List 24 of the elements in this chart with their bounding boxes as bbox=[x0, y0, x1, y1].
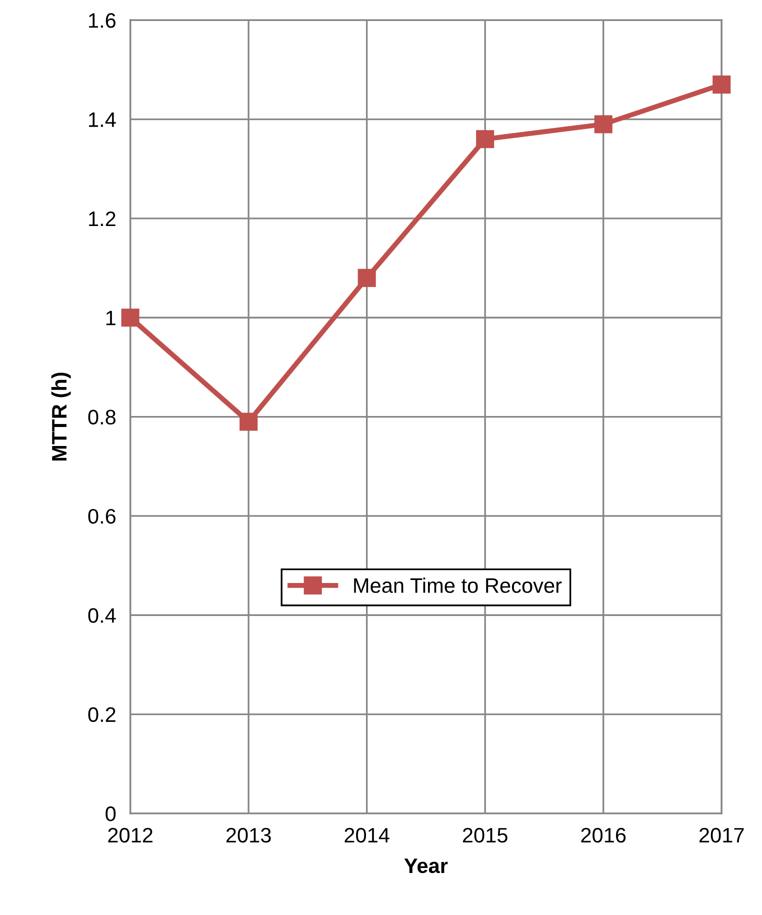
point bbox=[476, 130, 494, 148]
y-tick-label: 1.2 bbox=[89, 211, 116, 226]
point bbox=[358, 268, 376, 287]
x-axis-title: Year bbox=[404, 858, 448, 874]
y-tick-label: 1 bbox=[106, 310, 116, 326]
y-axis-title: MTTR (h) bbox=[51, 372, 71, 461]
point bbox=[712, 76, 731, 94]
y-tick-label: 1.4 bbox=[89, 112, 116, 127]
x-tick-label: 2016 bbox=[581, 828, 626, 843]
y-tick-label: 0.8 bbox=[88, 410, 116, 425]
legend-label: Mean Time to Recover bbox=[354, 578, 562, 593]
point bbox=[121, 308, 140, 327]
x-tick-label: 2015 bbox=[462, 828, 508, 843]
y-tick-label: 0.2 bbox=[88, 707, 116, 722]
x-tick-label: 2014 bbox=[344, 828, 390, 843]
y-tick-label: 0 bbox=[106, 806, 116, 822]
x-tick-label: 2017 bbox=[699, 828, 744, 843]
point bbox=[594, 115, 612, 134]
x-tick-label: 2013 bbox=[226, 828, 271, 843]
point bbox=[240, 412, 258, 431]
y-tick-label: 0.6 bbox=[88, 508, 116, 524]
y-tick-label: 0.4 bbox=[88, 608, 116, 623]
x-tick-label: 2012 bbox=[108, 828, 152, 843]
y-tick-label: 1.6 bbox=[89, 13, 116, 28]
